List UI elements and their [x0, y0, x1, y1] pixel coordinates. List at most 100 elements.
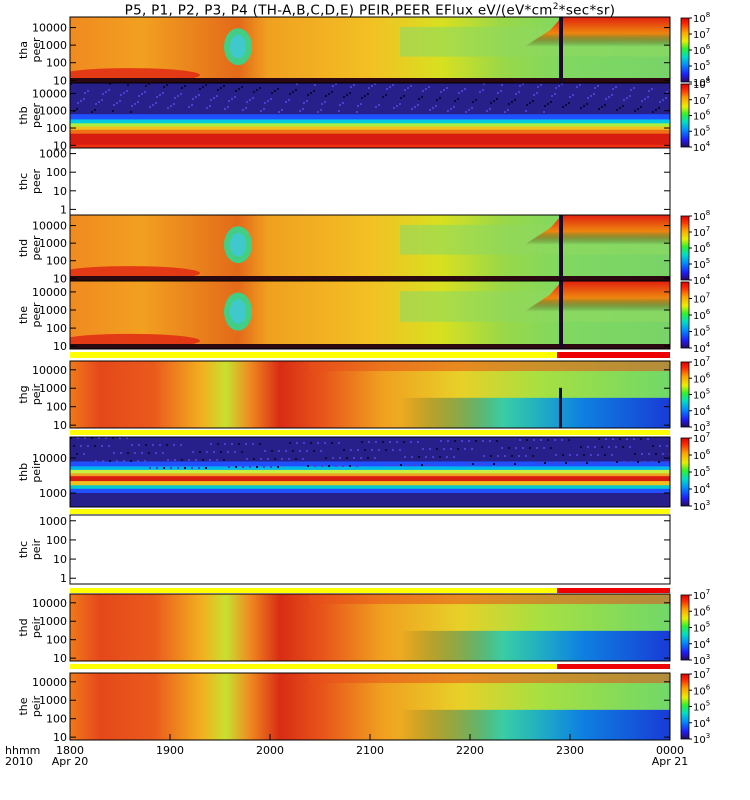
noise-speck	[496, 440, 498, 442]
noise-speck	[112, 110, 114, 112]
noise-speck	[296, 83, 298, 85]
band	[70, 114, 670, 120]
noise-speck	[411, 456, 413, 458]
noise-speck	[404, 456, 406, 458]
noise-speck	[148, 83, 150, 85]
noise-speck	[558, 462, 560, 464]
noise-speck	[202, 459, 204, 461]
noise-speck	[547, 439, 549, 441]
xaxis-end-date: Apr 21	[652, 755, 689, 768]
noise-speck	[180, 93, 182, 95]
noise-speck	[274, 458, 276, 460]
noise-speck	[597, 85, 599, 87]
noise-speck	[407, 87, 409, 89]
noise-speck	[328, 93, 330, 95]
noise-speck	[360, 103, 362, 105]
band	[70, 461, 670, 467]
noise-speck	[555, 87, 557, 89]
spectrogram-tha-peer	[70, 17, 670, 83]
noise-speck	[374, 83, 376, 85]
noise-speck	[109, 460, 111, 462]
quality-flag-bar	[70, 588, 670, 593]
noise-speck	[145, 444, 147, 446]
colorbar-label: 105	[693, 257, 710, 271]
noise-speck	[343, 449, 345, 451]
noise-speck	[399, 103, 401, 105]
noise-speck	[446, 456, 448, 458]
noise-speck	[410, 85, 412, 87]
noise-speck	[209, 459, 211, 461]
noise-speck	[490, 455, 492, 457]
noise-speck	[515, 93, 517, 95]
yaxis-species-label: peer	[30, 37, 43, 63]
noise-speck	[544, 105, 546, 107]
noise-speck	[417, 104, 419, 106]
noise-speck	[313, 450, 315, 452]
noise-speck	[162, 92, 164, 94]
ytick-label: 1	[60, 203, 67, 216]
ytick-label: 10	[53, 553, 67, 566]
noise-speck	[382, 96, 384, 98]
ytick-label: 10000	[32, 286, 67, 299]
noise-speck	[224, 443, 226, 445]
noise-speck	[587, 446, 589, 448]
band	[70, 144, 670, 148]
panel-frame	[69, 360, 671, 429]
noise-speck	[458, 463, 460, 465]
colorbar-label: 108	[693, 77, 710, 91]
noise-speck	[511, 455, 513, 457]
band	[70, 493, 670, 507]
panel-tha-peer: 108 107 106 105 104	[69, 11, 711, 89]
band	[70, 119, 670, 124]
noise-speck	[536, 92, 538, 94]
noise-speck	[414, 106, 416, 108]
noise-speck	[665, 97, 667, 99]
noise-speck	[152, 444, 154, 446]
noise-speck	[475, 440, 477, 442]
noise-speck	[375, 441, 377, 443]
noise-speck	[155, 452, 157, 454]
noise-speck	[497, 92, 499, 94]
noise-speck	[108, 445, 110, 447]
xtick-label: 1900	[156, 744, 184, 757]
noise-speck	[331, 442, 333, 444]
band	[70, 126, 670, 131]
noise-speck	[490, 102, 492, 104]
noise-speck	[590, 454, 592, 456]
noise-speck	[83, 453, 85, 455]
noise-speck	[612, 88, 614, 90]
noise-speck	[120, 94, 122, 96]
noise-speck	[199, 451, 201, 453]
noise-speck	[655, 453, 657, 455]
noise-speck	[504, 455, 506, 457]
noise-speck	[368, 441, 370, 443]
noise-speck	[532, 100, 534, 102]
noise-speck	[403, 95, 405, 97]
noise-speck	[281, 109, 283, 111]
noise-speck	[507, 109, 509, 111]
lowE-flux	[70, 630, 670, 661]
noise-speck	[623, 461, 625, 463]
noise-speck	[634, 110, 636, 112]
colorbar-label: 106	[693, 683, 711, 697]
colorbar-label: 107	[693, 225, 710, 239]
ytick-label: 10000	[32, 364, 67, 377]
noise-speck	[145, 85, 147, 87]
noise-speck	[529, 447, 531, 449]
noise-speck	[159, 444, 161, 446]
noise-speck	[464, 448, 466, 450]
noise-speck	[227, 451, 229, 453]
noise-speck	[457, 98, 459, 100]
ytick-label: 100	[46, 534, 67, 547]
noise-speck	[302, 108, 304, 110]
noise-speck	[113, 452, 115, 454]
noise-speck	[475, 99, 477, 101]
noise-speck	[598, 438, 600, 440]
panel-thb-peir: 107 106 105 104 103	[69, 431, 711, 513]
noise-speck	[307, 465, 309, 467]
noise-speck	[540, 84, 542, 86]
noise-speck	[271, 450, 273, 452]
noise-speck	[515, 447, 517, 449]
colorbar-label: 106	[693, 43, 711, 57]
panel-thg-peir: 107 106 105 104 103	[69, 355, 711, 434]
